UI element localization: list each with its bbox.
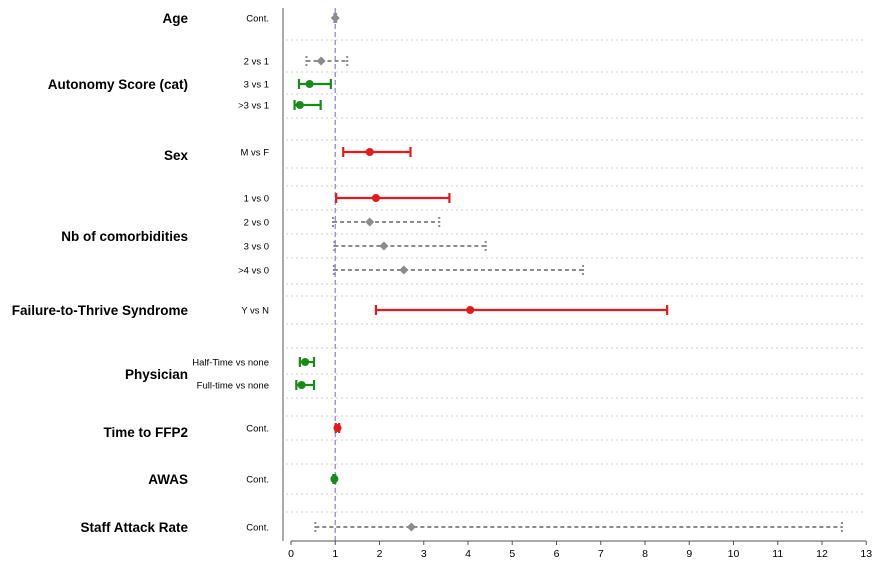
estimate-point xyxy=(333,424,342,432)
x-tick-label: 13 xyxy=(860,548,872,560)
estimate-point xyxy=(305,80,314,88)
variable-label: AWAS xyxy=(148,472,188,487)
level-label: Full-time vs none xyxy=(197,381,269,392)
x-tick-label: 7 xyxy=(598,548,604,560)
x-tick-label: 3 xyxy=(421,548,427,560)
variable-label: Failure-to-Thrive Syndrome xyxy=(12,303,189,318)
grid-lines xyxy=(286,39,866,513)
x-tick-label: 1 xyxy=(332,548,338,560)
level-label: Cont. xyxy=(246,14,269,25)
estimate-point xyxy=(301,358,310,366)
estimate-point xyxy=(330,13,340,23)
level-label: Cont. xyxy=(246,475,269,486)
level-label: Half-Time vs none xyxy=(192,358,269,369)
x-tick-label: 12 xyxy=(816,548,828,560)
level-label: M vs F xyxy=(241,148,270,159)
estimate-point xyxy=(365,148,374,156)
level-label: 2 vs 0 xyxy=(244,218,269,229)
variable-label: Nb of comorbidities xyxy=(61,229,188,244)
level-label: 3 vs 0 xyxy=(244,242,269,253)
variable-label: Time to FFP2 xyxy=(103,425,188,440)
x-tick-label: 9 xyxy=(686,548,692,560)
estimate-point xyxy=(466,306,475,314)
level-label: Cont. xyxy=(246,523,269,534)
level-label: >4 vs 0 xyxy=(238,266,269,277)
variable-label: Age xyxy=(162,11,188,26)
estimate-point xyxy=(399,265,409,275)
x-tick-label: 5 xyxy=(509,548,515,560)
estimate-point xyxy=(365,217,375,227)
estimate-point xyxy=(316,56,326,66)
x-tick-label: 11 xyxy=(772,548,783,560)
level-label: 2 vs 1 xyxy=(244,57,269,68)
estimate-point xyxy=(379,241,389,251)
level-label: 1 vs 0 xyxy=(244,194,269,205)
estimate-point xyxy=(371,194,380,202)
level-label: Cont. xyxy=(246,424,269,435)
x-tick-label: 4 xyxy=(465,548,471,560)
estimate-point xyxy=(406,522,416,532)
variable-label: Physician xyxy=(125,367,188,382)
x-tick-label: 0 xyxy=(288,548,294,560)
variable-label: Staff Attack Rate xyxy=(80,520,188,535)
x-tick-label: 2 xyxy=(377,548,383,560)
x-axis: 0 1 2 3 4 5 6 7 8 9 10 11 12 13 xyxy=(282,8,872,560)
variable-label: Sex xyxy=(164,148,189,163)
estimates xyxy=(293,13,843,532)
estimate-point xyxy=(330,475,339,483)
level-label: Y vs N xyxy=(241,306,269,317)
estimate-point xyxy=(297,381,306,389)
level-label: >3 vs 1 xyxy=(238,101,269,112)
variable-label: Autonomy Score (cat) xyxy=(48,77,188,92)
x-tick-label: 10 xyxy=(728,548,740,560)
x-tick-label: 6 xyxy=(554,548,560,560)
x-tick-label: 8 xyxy=(642,548,648,560)
row-labels: Age Autonomy Score (cat) Sex Nb of comorbid… xyxy=(12,11,269,535)
level-label: 3 vs 1 xyxy=(244,80,269,91)
estimate-point xyxy=(295,101,304,109)
